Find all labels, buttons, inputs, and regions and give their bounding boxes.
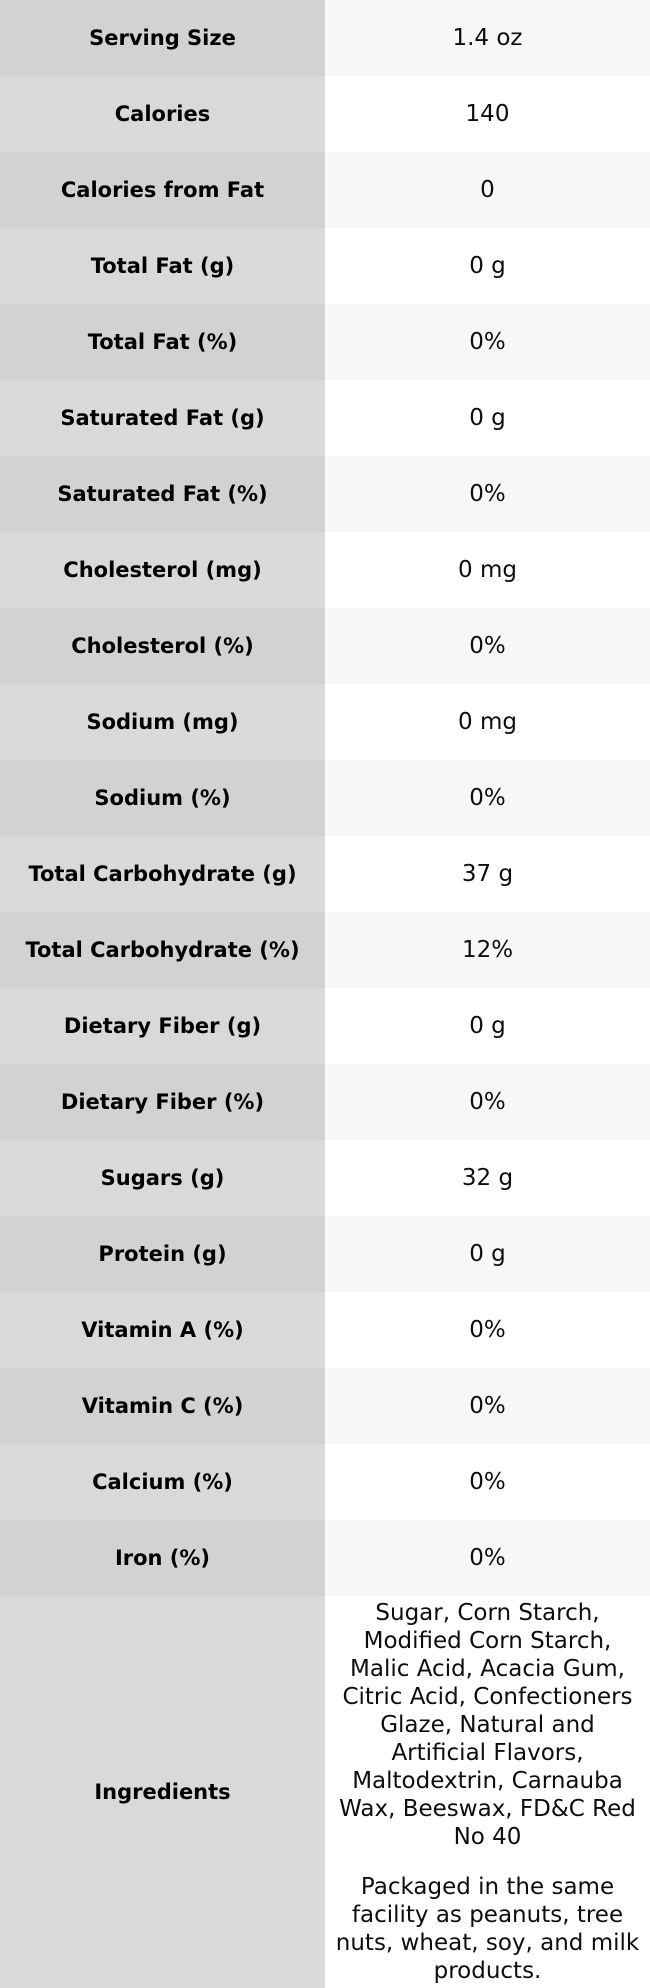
row-label: Total Carbohydrate (g) — [0, 836, 325, 912]
table-row: Dietary Fiber (%) 0% — [0, 1064, 650, 1140]
row-label: Serving Size — [0, 0, 325, 76]
ingredients-text: Sugar, Corn Starch, Modified Corn Starch… — [339, 1600, 636, 1850]
row-value: 0 mg — [325, 684, 650, 760]
row-label: Vitamin A (%) — [0, 1292, 325, 1368]
table-row: Iron (%) 0% — [0, 1520, 650, 1596]
row-value: 140 — [325, 76, 650, 152]
table-row: Total Fat (%) 0% — [0, 304, 650, 380]
row-label: Calories from Fat — [0, 152, 325, 228]
table-row: Calories from Fat 0 — [0, 152, 650, 228]
row-label: Sodium (mg) — [0, 684, 325, 760]
table-row: Saturated Fat (g) 0 g — [0, 380, 650, 456]
allergen-text: Packaged in the same facility as peanuts… — [335, 1874, 640, 1984]
table-row: Vitamin C (%) 0% — [0, 1368, 650, 1444]
table-row: Total Carbohydrate (g) 37 g — [0, 836, 650, 912]
row-value: 0% — [325, 1064, 650, 1140]
row-label: Sodium (%) — [0, 760, 325, 836]
row-value: 0% — [325, 760, 650, 836]
row-label: Cholesterol (mg) — [0, 532, 325, 608]
row-label: Total Fat (g) — [0, 228, 325, 304]
row-value: 0 mg — [325, 532, 650, 608]
row-value: 32 g — [325, 1140, 650, 1216]
row-value: 0 g — [325, 228, 650, 304]
row-label: Cholesterol (%) — [0, 608, 325, 684]
row-value: 0 — [325, 152, 650, 228]
table-row: Calcium (%) 0% — [0, 1444, 650, 1520]
table-row: Cholesterol (%) 0% — [0, 608, 650, 684]
row-value: 12% — [325, 912, 650, 988]
table-row: Vitamin A (%) 0% — [0, 1292, 650, 1368]
row-value: 0% — [325, 1292, 650, 1368]
row-label: Dietary Fiber (g) — [0, 988, 325, 1064]
row-value: 0% — [325, 1444, 650, 1520]
table-row: Total Fat (g) 0 g — [0, 228, 650, 304]
row-label: Calories — [0, 76, 325, 152]
table-row: Sugars (g) 32 g — [0, 1140, 650, 1216]
table-row: Dietary Fiber (g) 0 g — [0, 988, 650, 1064]
table-row: Sodium (mg) 0 mg — [0, 684, 650, 760]
row-label: Vitamin C (%) — [0, 1368, 325, 1444]
table-row: Cholesterol (mg) 0 mg — [0, 532, 650, 608]
row-value: 0 g — [325, 1216, 650, 1292]
row-label: Calcium (%) — [0, 1444, 325, 1520]
row-label: Iron (%) — [0, 1520, 325, 1596]
ingredients-label: Ingredients — [0, 1596, 325, 1988]
row-value: 37 g — [325, 836, 650, 912]
row-value: 0% — [325, 304, 650, 380]
table-row: Serving Size 1.4 oz — [0, 0, 650, 76]
row-value: 0 g — [325, 380, 650, 456]
row-value: 0% — [325, 1520, 650, 1596]
row-value: 0% — [325, 1368, 650, 1444]
row-label: Saturated Fat (%) — [0, 456, 325, 532]
row-label: Sugars (g) — [0, 1140, 325, 1216]
ingredients-value: Sugar, Corn Starch, Modified Corn Starch… — [325, 1596, 650, 1988]
row-label: Saturated Fat (g) — [0, 380, 325, 456]
row-value: 0 g — [325, 988, 650, 1064]
table-row: Protein (g) 0 g — [0, 1216, 650, 1292]
row-label: Dietary Fiber (%) — [0, 1064, 325, 1140]
row-label: Protein (g) — [0, 1216, 325, 1292]
table-row: Sodium (%) 0% — [0, 760, 650, 836]
table-row: Calories 140 — [0, 76, 650, 152]
row-label: Total Carbohydrate (%) — [0, 912, 325, 988]
row-label: Total Fat (%) — [0, 304, 325, 380]
row-value: 0% — [325, 608, 650, 684]
row-value: 1.4 oz — [325, 0, 650, 76]
table-row: Saturated Fat (%) 0% — [0, 456, 650, 532]
table-row: Total Carbohydrate (%) 12% — [0, 912, 650, 988]
row-value: 0% — [325, 456, 650, 532]
ingredients-row: Ingredients Sugar, Corn Starch, Modified… — [0, 1596, 650, 1988]
